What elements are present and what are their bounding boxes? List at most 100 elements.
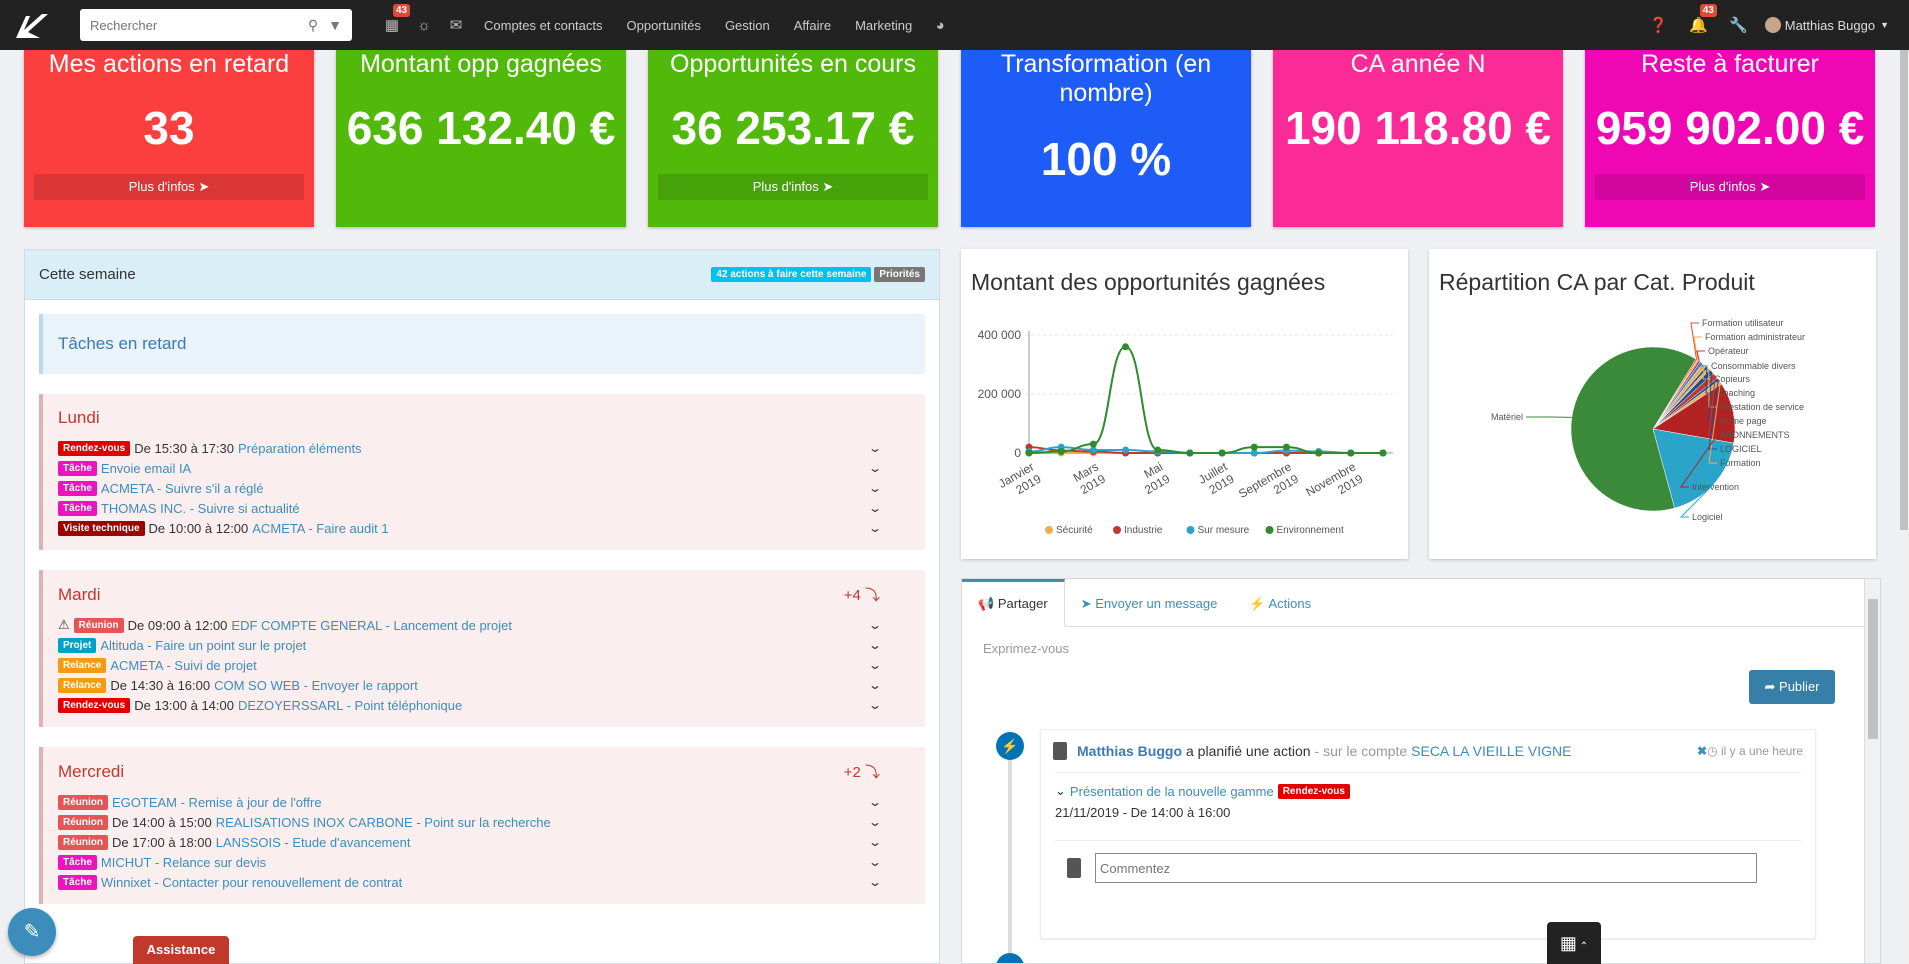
page-scroll-thumb[interactable]: [1900, 50, 1908, 530]
chevron-down-icon[interactable]: ⌄: [867, 461, 883, 475]
share-icon: ➦: [1764, 679, 1776, 694]
more-info-link[interactable]: Plus d'infos ➤: [34, 174, 304, 200]
post-account-link[interactable]: SECA LA VIEILLE VIGNE: [1411, 743, 1572, 759]
bell-icon[interactable]: 🔔 43: [1683, 4, 1717, 34]
chevron-up-icon: ⌃: [1576, 941, 1589, 952]
clock-icon: ◷: [1707, 744, 1718, 758]
task-type-label: Rendez-vous: [58, 697, 131, 713]
chevron-down-icon[interactable]: ⌄: [867, 521, 883, 535]
more-info-link[interactable]: Plus d'infos ➤: [658, 174, 928, 200]
calendar-toggle-button[interactable]: ▦ ⌃: [1547, 922, 1601, 964]
scroll-thumb[interactable]: [1868, 599, 1878, 739]
chevron-down-icon[interactable]: ⌄: [867, 501, 883, 515]
task-link[interactable]: EDF COMPTE GENERAL - Lancement de projet: [231, 617, 512, 633]
chevron-down-icon[interactable]: ⌄: [867, 441, 883, 455]
menu-marketing[interactable]: Marketing: [855, 17, 913, 33]
menu-opportunites[interactable]: Opportunités: [626, 17, 701, 33]
chevron-down-icon[interactable]: ⌄: [867, 678, 883, 692]
task-row: Relance ACMETA - Suivi de projet ⌄: [58, 655, 910, 675]
lightbulb-icon[interactable]: ☼: [417, 16, 431, 34]
tab-partager[interactable]: 📢 Partager: [962, 579, 1065, 627]
task-link[interactable]: ACMETA - Suivi de projet: [110, 657, 257, 673]
more-tasks-link[interactable]: +4 ⤵: [844, 584, 880, 605]
wrench-icon[interactable]: 🔧: [1729, 17, 1749, 34]
more-tasks-link[interactable]: +2 ⤵: [844, 761, 880, 782]
task-link[interactable]: Winnixet - Contacter pour renouvellement…: [100, 874, 403, 890]
task-link[interactable]: REALISATIONS INOX CARBONE - Point sur la…: [215, 814, 551, 830]
event-title-link[interactable]: Présentation de la nouvelle gamme: [1069, 783, 1274, 799]
comment-input[interactable]: [1095, 853, 1757, 883]
week-tags: 42 actions à faire cette semaine Priorit…: [711, 267, 925, 282]
more-info-link[interactable]: Plus d'infos ➤: [1595, 174, 1865, 200]
chevron-down-icon[interactable]: ⌄: [1055, 783, 1066, 798]
tab-message[interactable]: ➤ Envoyer un message: [1065, 596, 1234, 626]
app-logo[interactable]: [0, 0, 64, 50]
chevron-down-icon[interactable]: ⌄: [867, 875, 883, 889]
task-type-label: Réunion: [73, 617, 124, 633]
chevron-down-icon[interactable]: ⌄: [867, 698, 883, 712]
task-link[interactable]: ACMETA - Suivre s'il a réglé: [100, 480, 264, 496]
help-icon[interactable]: ❓: [1649, 17, 1669, 34]
share-scrollbar[interactable]: [1864, 579, 1880, 963]
mail-icon[interactable]: ✉: [449, 17, 463, 34]
menu-comptes[interactable]: Comptes et contacts: [484, 17, 603, 33]
tab-actions[interactable]: ⚡ Actions: [1233, 596, 1327, 626]
task-link[interactable]: MICHUT - Relance sur devis: [100, 854, 267, 870]
search-input[interactable]: [90, 17, 298, 33]
task-link[interactable]: ACMETA - Faire audit 1: [252, 520, 389, 536]
chevron-down-icon[interactable]: ⌄: [867, 658, 883, 672]
chevron-down-icon[interactable]: ⌄: [867, 855, 883, 869]
task-link[interactable]: Altituda - Faire un point sur le projet: [100, 637, 307, 653]
dashboard-icon[interactable]: ◕: [935, 16, 945, 34]
chevron-down-icon[interactable]: ⌄: [867, 618, 883, 632]
task-link[interactable]: EGOTEAM - Remise à jour de l'offre: [112, 794, 322, 810]
arrow-circle-right-icon: ➤: [198, 179, 210, 194]
pie-chart: Formation utilisateur Formation administr…: [1491, 318, 1805, 522]
task-link[interactable]: DEZOYERSSARL - Point téléphonique: [237, 697, 463, 713]
close-icon[interactable]: ✖: [1697, 744, 1708, 758]
warning-icon: ⚠: [58, 617, 70, 632]
more-tasks-count: +2: [843, 764, 861, 781]
task-link[interactable]: THOMAS INC. - Suivre si actualité: [100, 500, 300, 516]
search-icon[interactable]: ⚲: [307, 16, 319, 33]
menu-affaire[interactable]: Affaire: [793, 17, 832, 33]
menu-gestion[interactable]: Gestion: [724, 17, 770, 33]
pie-label: Formation utilisateur: [1702, 318, 1784, 328]
share-input[interactable]: Exprimez-vous: [983, 641, 1069, 656]
chevron-down-icon[interactable]: ⌄: [867, 795, 883, 809]
data-point: [1315, 449, 1323, 457]
task-link[interactable]: LANSSOIS - Etude d'avancement: [215, 834, 411, 850]
more-info-label: Plus d'infos: [752, 179, 819, 194]
chevron-down-icon[interactable]: ⌄: [867, 835, 883, 849]
search-box: ⚲ ▼: [80, 9, 352, 41]
publish-button[interactable]: ➦ Publier: [1749, 670, 1835, 704]
assistance-button[interactable]: Assistance: [133, 936, 229, 964]
chevron-down-icon[interactable]: ⌄: [867, 815, 883, 829]
edit-fab-button[interactable]: ✎: [8, 908, 56, 956]
task-type-label: Réunion: [58, 794, 108, 810]
chevron-down-icon[interactable]: ⌄: [867, 481, 883, 495]
priorities-badge[interactable]: Priorités: [874, 267, 925, 282]
legend-marker: [1045, 526, 1053, 534]
legend-marker: [1186, 526, 1195, 534]
actions-count-badge[interactable]: 42 actions à faire cette semaine: [711, 267, 872, 282]
task-type-label: Tâche: [58, 500, 97, 516]
user-menu[interactable]: Matthias Buggo ▼: [1764, 17, 1889, 33]
post-time-label: il y a une heure: [1720, 744, 1803, 758]
task-type-label: Projet: [58, 637, 97, 653]
page-scrollbar[interactable]: [1899, 50, 1909, 964]
ca-category-chart-panel: Répartition CA par Cat. Produit Formatio…: [1429, 249, 1876, 559]
task-type-label: Tâche: [58, 874, 97, 890]
pie-label-line: [1708, 379, 1719, 450]
y-tick-label: 200 000: [978, 387, 1022, 401]
x-tick-label: Juillet2019: [1196, 459, 1237, 499]
chevron-down-icon[interactable]: ⌄: [867, 638, 883, 652]
post-user-link[interactable]: Matthias Buggo: [1077, 743, 1182, 759]
task-link[interactable]: Envoie email IA: [100, 460, 192, 476]
late-tasks-box[interactable]: Tâches en retard: [39, 314, 925, 374]
task-type-label: Réunion: [58, 834, 108, 850]
task-link[interactable]: Préparation éléments: [237, 440, 362, 456]
task-link[interactable]: COM SO WEB - Envoyer le rapport: [214, 677, 418, 693]
filter-icon[interactable]: ▼: [328, 17, 342, 33]
calendar-icon[interactable]: ▦ 43: [376, 4, 411, 34]
